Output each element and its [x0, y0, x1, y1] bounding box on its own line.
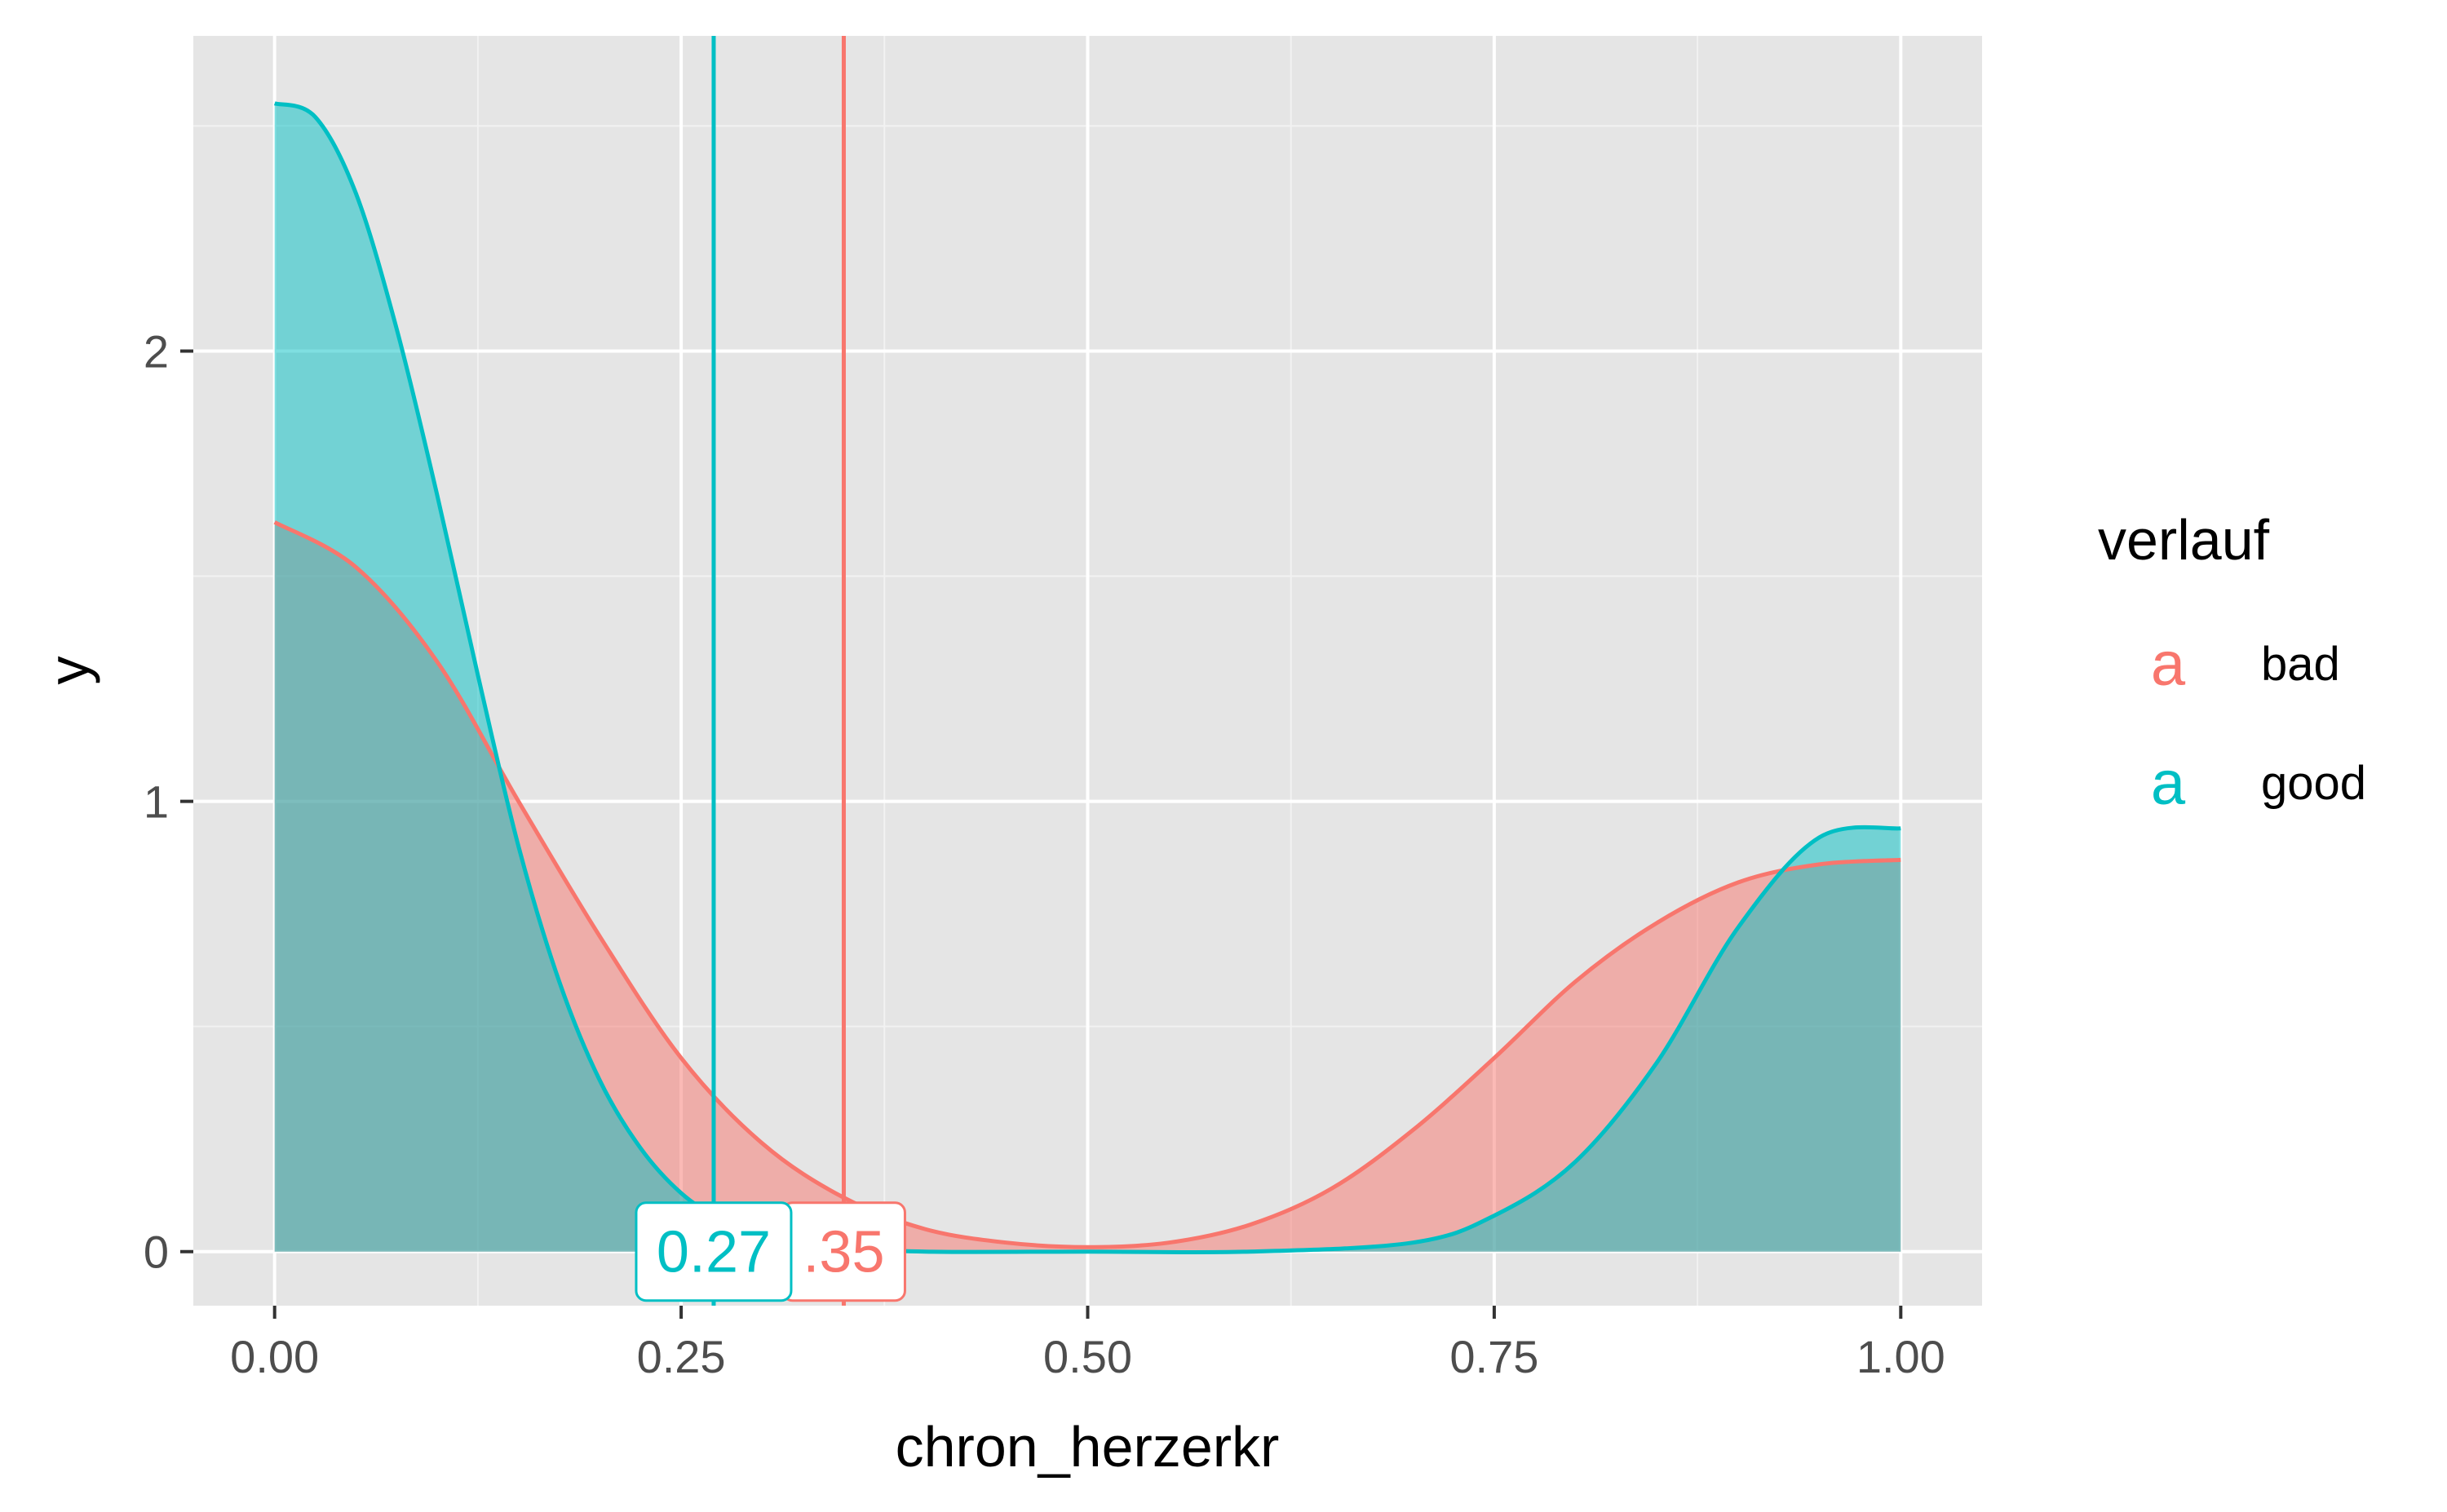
legend-item-good: a good [2151, 749, 2366, 818]
x-tick-labels: 0.00 0.25 0.50 0.75 1.00 [230, 1331, 1945, 1382]
legend-key-good: a [2151, 749, 2186, 818]
y-axis-title: y [37, 657, 100, 685]
y-tick-labels: 0 1 2 [144, 325, 169, 1277]
y-tick-label: 2 [144, 325, 169, 377]
x-tick-label: 0.50 [1043, 1331, 1132, 1382]
mean-lines [711, 36, 846, 1306]
y-tick-label: 0 [144, 1227, 169, 1278]
axis-ticks [180, 349, 1903, 1319]
y-tick-label: 1 [144, 776, 169, 828]
density-area-good [274, 103, 1901, 1253]
x-tick-label: 0.75 [1449, 1331, 1538, 1382]
mean-label-text-good: 0.27 [657, 1220, 771, 1285]
legend: verlauf a bad a good [2098, 508, 2366, 818]
x-tick-label: 0.00 [230, 1331, 319, 1382]
legend-item-bad: a bad [2151, 630, 2340, 699]
legend-label-bad: bad [2261, 638, 2340, 691]
density-line-bad [273, 520, 1901, 1249]
x-tick-label: 1.00 [1856, 1331, 1945, 1382]
legend-items: a bad a good [2151, 630, 2366, 818]
mean-label-bad: .35 [781, 1201, 906, 1302]
mean-label-good: 0.27 [635, 1201, 793, 1302]
legend-title: verlauf [2098, 508, 2270, 572]
density-areas [274, 103, 1901, 1253]
density-area-bad [274, 522, 1901, 1252]
mean-label-text-bad: .35 [803, 1220, 884, 1285]
mean-labels: .35 0.27 [635, 1201, 906, 1302]
x-axis-title: chron_herzerkr [896, 1415, 1280, 1479]
legend-key-bad: a [2151, 630, 2186, 699]
x-tick-label: 0.25 [637, 1331, 726, 1382]
legend-label-good: good [2261, 757, 2366, 810]
mean-label-box-good [635, 1201, 793, 1302]
